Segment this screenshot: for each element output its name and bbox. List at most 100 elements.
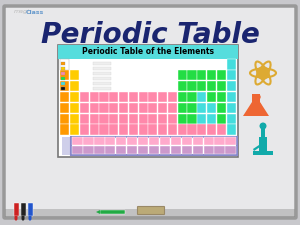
Bar bbox=[119, 124, 128, 135]
Polygon shape bbox=[243, 102, 269, 116]
Bar bbox=[60, 103, 70, 113]
Bar bbox=[197, 124, 206, 135]
Bar bbox=[217, 114, 226, 124]
Bar bbox=[207, 92, 216, 102]
Bar bbox=[188, 103, 196, 113]
Bar bbox=[28, 203, 32, 216]
Circle shape bbox=[251, 106, 256, 110]
Bar bbox=[129, 103, 138, 113]
Bar bbox=[193, 146, 203, 154]
Bar bbox=[116, 146, 126, 154]
Bar bbox=[80, 124, 89, 135]
Bar bbox=[178, 124, 187, 135]
Bar bbox=[188, 114, 196, 124]
Bar bbox=[197, 70, 206, 80]
Bar bbox=[252, 94, 260, 102]
Bar bbox=[139, 114, 148, 124]
Bar bbox=[226, 92, 236, 102]
Bar bbox=[58, 45, 238, 59]
Bar bbox=[225, 146, 236, 154]
Circle shape bbox=[260, 122, 266, 130]
Bar bbox=[148, 114, 158, 124]
Bar bbox=[72, 146, 82, 154]
Bar bbox=[119, 92, 128, 102]
Bar bbox=[105, 137, 116, 145]
Bar bbox=[158, 92, 167, 102]
Bar bbox=[261, 127, 265, 137]
Bar bbox=[61, 67, 64, 70]
Bar bbox=[94, 146, 104, 154]
Bar bbox=[70, 92, 79, 102]
Bar bbox=[148, 92, 158, 102]
Bar bbox=[207, 70, 216, 80]
Bar bbox=[188, 124, 196, 135]
FancyArrow shape bbox=[28, 216, 32, 221]
Text: Periodic Table of the Elements: Periodic Table of the Elements bbox=[82, 47, 214, 56]
Polygon shape bbox=[96, 210, 100, 214]
Bar bbox=[129, 124, 138, 135]
Circle shape bbox=[257, 67, 269, 79]
Bar bbox=[127, 146, 137, 154]
Bar bbox=[139, 103, 148, 113]
Bar bbox=[105, 146, 116, 154]
Bar bbox=[99, 92, 109, 102]
Bar bbox=[5, 209, 295, 217]
Bar bbox=[60, 70, 70, 80]
Bar bbox=[109, 114, 119, 124]
Bar bbox=[93, 81, 111, 85]
Bar bbox=[188, 92, 196, 102]
Bar bbox=[203, 146, 214, 154]
Bar bbox=[93, 67, 111, 70]
Bar bbox=[158, 124, 167, 135]
Polygon shape bbox=[253, 145, 260, 151]
Bar bbox=[214, 146, 225, 154]
Bar bbox=[61, 86, 64, 90]
Bar bbox=[182, 137, 192, 145]
Bar bbox=[93, 72, 111, 75]
Bar bbox=[127, 137, 137, 145]
Bar bbox=[80, 114, 89, 124]
Bar bbox=[197, 81, 206, 91]
Bar bbox=[207, 114, 216, 124]
Bar bbox=[138, 146, 148, 154]
Circle shape bbox=[257, 104, 260, 106]
Bar bbox=[226, 59, 236, 70]
Bar bbox=[226, 124, 236, 135]
Bar bbox=[116, 137, 126, 145]
Bar bbox=[148, 124, 158, 135]
Bar bbox=[149, 146, 159, 154]
Bar bbox=[94, 137, 104, 145]
Bar bbox=[70, 81, 79, 91]
Bar bbox=[100, 210, 125, 214]
Bar bbox=[226, 70, 236, 80]
Bar bbox=[217, 70, 226, 80]
Bar bbox=[119, 114, 128, 124]
Bar bbox=[99, 114, 109, 124]
Bar bbox=[203, 137, 214, 145]
Bar bbox=[109, 124, 119, 135]
Bar bbox=[197, 92, 206, 102]
Text: magi: magi bbox=[14, 9, 30, 14]
Bar bbox=[207, 103, 216, 113]
Bar bbox=[70, 124, 79, 135]
Bar bbox=[60, 81, 70, 91]
FancyBboxPatch shape bbox=[4, 6, 296, 218]
Bar bbox=[61, 81, 64, 85]
FancyBboxPatch shape bbox=[137, 207, 164, 214]
Bar bbox=[178, 92, 187, 102]
Bar bbox=[61, 76, 64, 80]
Bar bbox=[60, 92, 70, 102]
Bar bbox=[70, 114, 79, 124]
Bar bbox=[226, 81, 236, 91]
Bar bbox=[207, 124, 216, 135]
Bar bbox=[160, 146, 170, 154]
Bar bbox=[109, 103, 119, 113]
Text: Class: Class bbox=[26, 9, 44, 14]
Bar bbox=[70, 103, 79, 113]
Bar bbox=[61, 72, 64, 75]
Bar bbox=[71, 137, 237, 155]
Bar bbox=[214, 137, 225, 145]
Bar bbox=[207, 81, 216, 91]
Bar bbox=[178, 81, 187, 91]
Bar bbox=[83, 146, 94, 154]
